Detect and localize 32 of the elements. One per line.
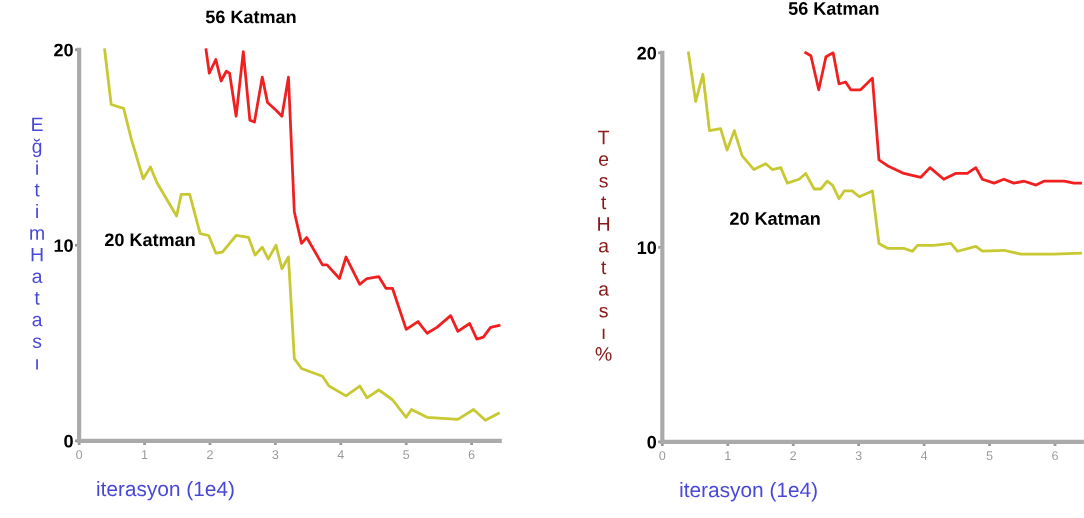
line-series <box>103 48 500 422</box>
x-tick-label: 4 <box>920 451 928 460</box>
x-tick-label: 5 <box>986 451 993 461</box>
x-tick-label: 2 <box>790 451 797 460</box>
y-tick-label: 10 <box>637 241 657 255</box>
line-series <box>204 48 501 341</box>
text: Eğitim Hatası <box>30 117 44 370</box>
x-axis-title: iterasyon (1e4) <box>97 480 234 501</box>
x-tick-label: 3 <box>272 450 279 460</box>
series-label: 20 Katman <box>730 212 820 225</box>
text: Test Hatası % <box>595 130 612 361</box>
x-tick-label: 6 <box>468 450 475 460</box>
y-tick-label: 10 <box>54 239 73 252</box>
text: 56 Katman <box>788 2 879 15</box>
x-tick-label: 1 <box>725 451 731 460</box>
x-tick-label: 2 <box>207 450 213 459</box>
y-tick-label: 20 <box>54 43 73 57</box>
x-tick-label: 4 <box>337 450 344 459</box>
line-series <box>687 51 1082 256</box>
series-label: 56 Katman <box>205 10 296 24</box>
line-series <box>804 51 1082 187</box>
x-tick-label: 5 <box>403 450 410 460</box>
x-tick-label: 3 <box>855 451 862 461</box>
y-tick-label: 0 <box>64 434 73 448</box>
x-axis-title: iterasyon (1e4) <box>680 481 817 502</box>
x-tick-label: 6 <box>1052 451 1058 461</box>
y-tick-label: 0 <box>647 435 657 449</box>
y-tick-label: 20 <box>637 46 657 60</box>
x-tick-label: 0 <box>659 451 666 461</box>
series-label: 20 Katman <box>104 233 195 247</box>
x-tick-label: 0 <box>76 450 83 460</box>
x-tick-label: 1 <box>142 450 148 459</box>
